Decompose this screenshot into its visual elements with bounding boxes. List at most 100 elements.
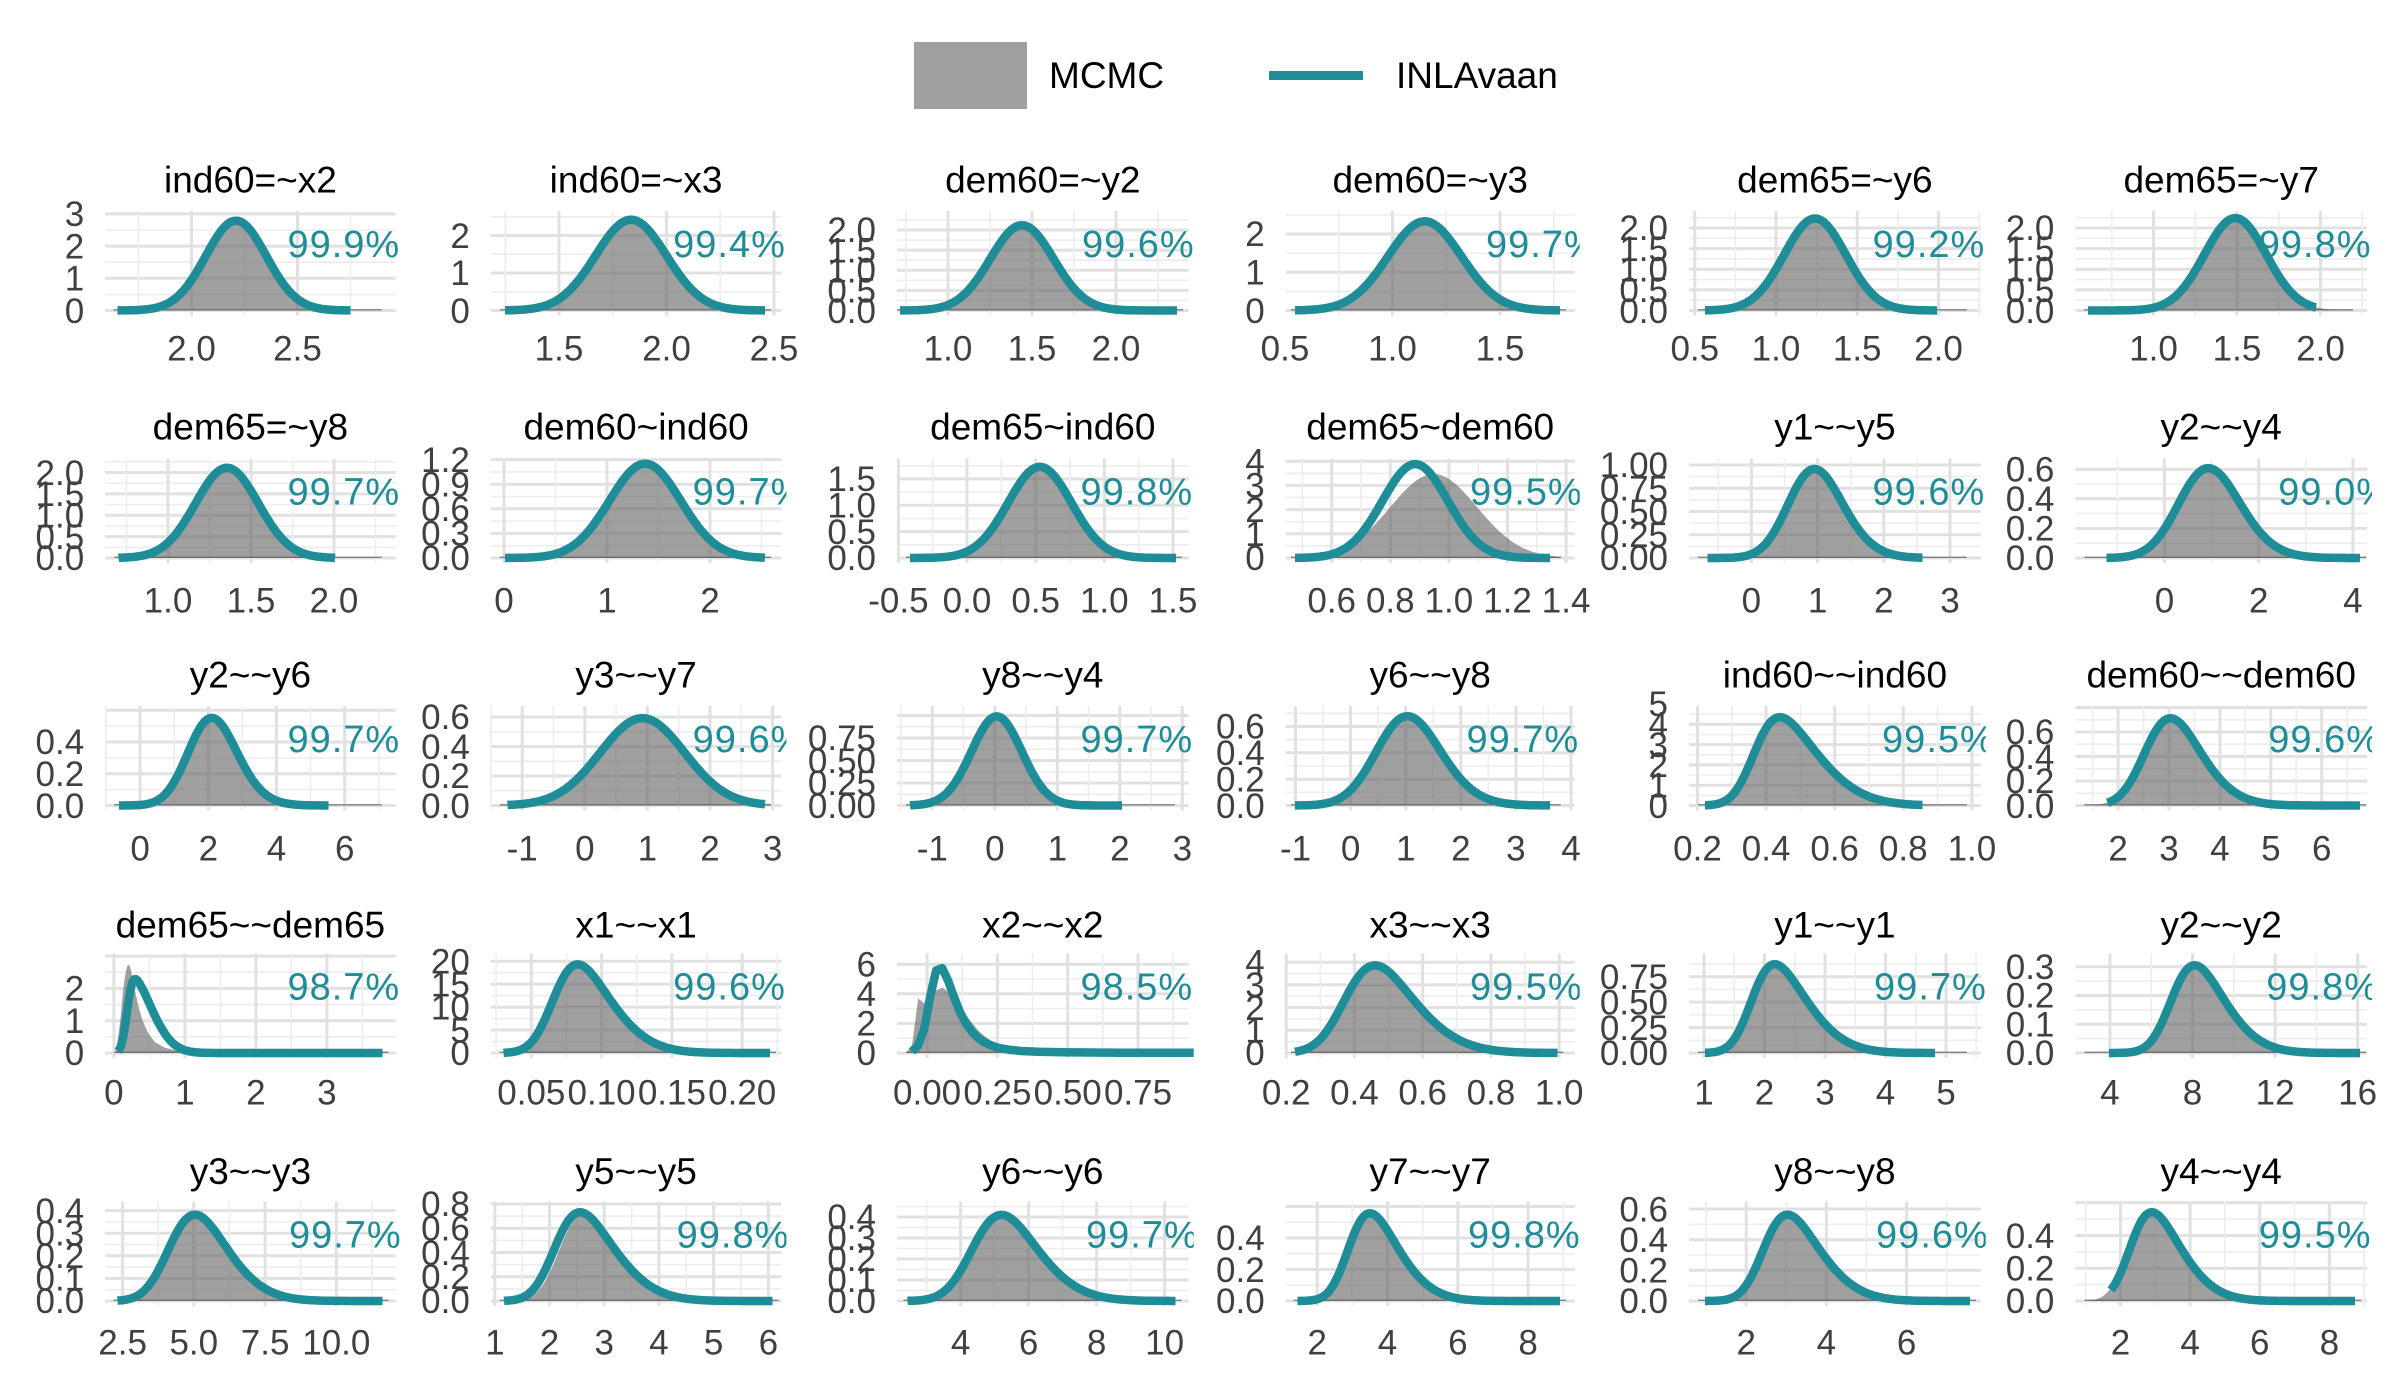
svg-text:1.5: 1.5	[1149, 582, 1198, 621]
svg-text:0.25: 0.25	[963, 1074, 1031, 1113]
svg-text:0.9: 0.9	[421, 465, 470, 504]
svg-text:0.0: 0.0	[36, 539, 85, 578]
svg-text:99.7%: 99.7%	[693, 471, 806, 513]
svg-text:99.8%: 99.8%	[2259, 224, 2372, 266]
svg-text:99.6%: 99.6%	[2268, 719, 2381, 761]
svg-text:y8~~y4: y8~~y4	[982, 655, 1103, 696]
svg-text:99.0%: 99.0%	[2278, 471, 2391, 513]
svg-text:y7~~y7: y7~~y7	[1370, 1151, 1491, 1192]
svg-text:0: 0	[65, 292, 84, 331]
svg-text:2: 2	[857, 1005, 876, 1044]
svg-text:y6~~y6: y6~~y6	[982, 1151, 1103, 1192]
svg-text:0.50: 0.50	[1600, 983, 1668, 1022]
svg-text:0.4: 0.4	[1216, 734, 1265, 773]
svg-text:1.5: 1.5	[2213, 330, 2262, 369]
svg-text:0.4: 0.4	[1742, 830, 1791, 869]
svg-text:7.5: 7.5	[241, 1324, 290, 1363]
svg-text:0.5: 0.5	[827, 272, 876, 311]
svg-text:0.4: 0.4	[2006, 480, 2055, 519]
svg-text:3: 3	[763, 830, 782, 869]
svg-text:0.75: 0.75	[1600, 958, 1668, 997]
svg-text:0.2: 0.2	[36, 755, 85, 794]
svg-text:1: 1	[1396, 830, 1415, 869]
svg-text:x1~~x1: x1~~x1	[575, 905, 696, 946]
svg-text:5: 5	[1649, 685, 1668, 724]
svg-text:2: 2	[1451, 830, 1470, 869]
svg-text:0.2: 0.2	[1216, 1251, 1265, 1290]
svg-text:0.1: 0.1	[36, 1260, 85, 1299]
svg-text:3: 3	[1173, 830, 1192, 869]
svg-text:0.75: 0.75	[1600, 470, 1668, 509]
svg-text:0.4: 0.4	[827, 1198, 876, 1237]
svg-text:20: 20	[431, 943, 470, 982]
svg-text:6: 6	[1897, 1324, 1916, 1363]
svg-text:0.2: 0.2	[2006, 1250, 2055, 1289]
svg-text:1.0: 1.0	[827, 252, 876, 291]
svg-text:2.0: 2.0	[1092, 330, 1141, 369]
svg-text:dem65=~y6: dem65=~y6	[1737, 160, 1932, 201]
svg-text:dem65~dem60: dem65~dem60	[1306, 407, 1554, 448]
svg-text:0.0: 0.0	[1619, 1282, 1668, 1321]
svg-text:dem65~ind60: dem65~ind60	[930, 407, 1155, 448]
svg-text:2.0: 2.0	[827, 211, 876, 250]
svg-text:99.8%: 99.8%	[2266, 966, 2379, 1008]
svg-text:0.4: 0.4	[1330, 1074, 1379, 1113]
svg-text:1.2: 1.2	[1483, 582, 1532, 621]
svg-text:0: 0	[985, 830, 1004, 869]
svg-text:0.8: 0.8	[421, 1185, 470, 1224]
svg-text:8: 8	[1087, 1324, 1106, 1363]
svg-text:0.3: 0.3	[36, 1215, 85, 1254]
svg-text:1.0: 1.0	[36, 497, 85, 536]
svg-text:0.2: 0.2	[421, 757, 470, 796]
svg-text:2: 2	[1874, 582, 1893, 621]
svg-text:2: 2	[1736, 1324, 1755, 1363]
svg-text:0.8: 0.8	[1366, 582, 1415, 621]
svg-text:99.7%: 99.7%	[1486, 224, 1599, 266]
svg-text:0.2: 0.2	[1262, 1074, 1311, 1113]
svg-text:0.4: 0.4	[2006, 738, 2055, 777]
svg-text:99.7%: 99.7%	[1086, 1214, 1199, 1256]
svg-text:10: 10	[431, 988, 470, 1027]
svg-text:0.5: 0.5	[1261, 330, 1310, 369]
svg-text:2: 2	[199, 830, 218, 869]
svg-text:0.2: 0.2	[1673, 830, 1722, 869]
svg-text:0.4: 0.4	[36, 723, 85, 762]
svg-text:0: 0	[450, 292, 469, 331]
svg-text:1.5: 1.5	[827, 231, 876, 270]
svg-text:dem65=~y7: dem65=~y7	[2123, 160, 2318, 201]
svg-text:2.5: 2.5	[98, 1324, 147, 1363]
svg-text:1.5: 1.5	[2006, 230, 2055, 269]
svg-text:0.0: 0.0	[2006, 787, 2055, 826]
svg-text:0.0: 0.0	[827, 292, 876, 331]
svg-text:99.7%: 99.7%	[1874, 966, 1987, 1008]
svg-text:0: 0	[1742, 582, 1761, 621]
svg-text:16: 16	[2338, 1074, 2377, 1113]
svg-text:2: 2	[2111, 1324, 2130, 1363]
svg-text:6: 6	[759, 1324, 778, 1363]
svg-text:0.25: 0.25	[1600, 516, 1668, 555]
svg-text:-1: -1	[1280, 830, 1311, 869]
svg-text:0.6: 0.6	[1216, 708, 1265, 747]
svg-text:3: 3	[1940, 582, 1959, 621]
svg-text:0.3: 0.3	[421, 515, 470, 554]
svg-text:y4~~y4: y4~~y4	[2161, 1151, 2282, 1192]
svg-text:10: 10	[1145, 1324, 1184, 1363]
svg-text:1.5: 1.5	[827, 460, 876, 499]
svg-text:1.0: 1.0	[1535, 1074, 1584, 1113]
svg-text:1: 1	[450, 254, 469, 293]
svg-text:y2~~y6: y2~~y6	[190, 655, 311, 696]
svg-text:99.6%: 99.6%	[1873, 471, 1986, 513]
svg-text:1.2: 1.2	[421, 441, 470, 480]
svg-text:0.5: 0.5	[36, 518, 85, 557]
svg-text:2: 2	[1245, 215, 1264, 254]
svg-text:1: 1	[65, 260, 84, 299]
svg-text:0.00: 0.00	[808, 787, 876, 826]
svg-text:2: 2	[1755, 1074, 1774, 1113]
svg-text:0.6: 0.6	[421, 698, 470, 737]
svg-text:99.8%: 99.8%	[1468, 1214, 1581, 1256]
svg-text:y3~~y7: y3~~y7	[575, 655, 696, 696]
svg-text:99.8%: 99.8%	[677, 1214, 790, 1256]
svg-text:15: 15	[431, 965, 470, 1004]
svg-text:0.10: 0.10	[568, 1074, 636, 1113]
svg-text:1: 1	[1048, 830, 1067, 869]
